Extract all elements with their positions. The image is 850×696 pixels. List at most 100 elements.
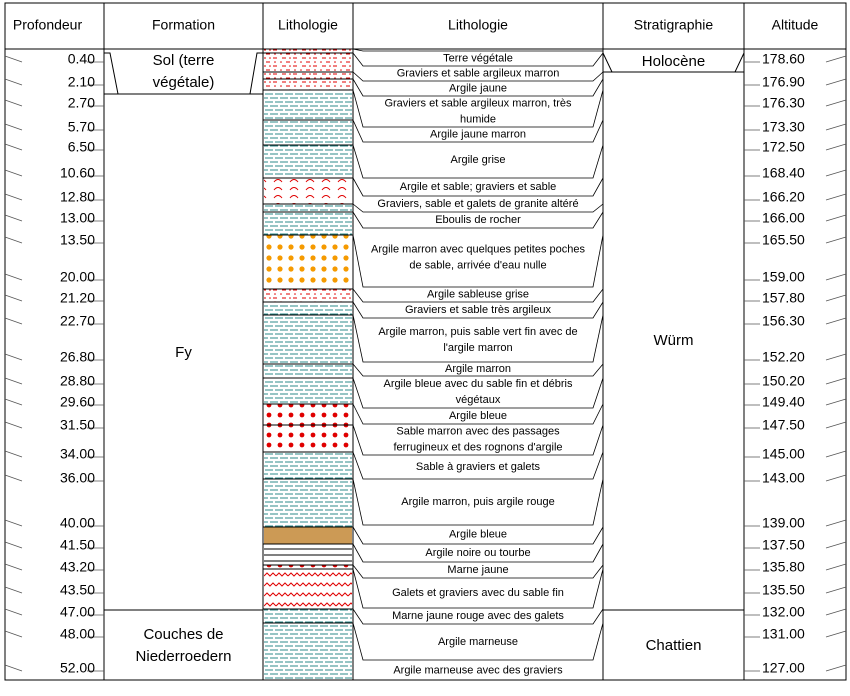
formation-label: Sol (terre [153, 52, 215, 69]
lithology-fill-5 [264, 90, 352, 120]
lithology-fill-2 [264, 53, 352, 72]
lithology-fill-3 [264, 72, 352, 79]
altitude-label: 131.00 [762, 626, 805, 642]
altitude-label: 176.90 [762, 74, 805, 90]
lithology-description: Argile marneuse avec des graviers [393, 664, 563, 676]
depth-label: 10.60 [60, 165, 95, 181]
description-connector [352, 478, 604, 526]
description-connector [352, 424, 604, 456]
depth-label: 40.00 [60, 515, 95, 531]
lithology-fill-15 [264, 364, 352, 378]
description-connector [352, 363, 604, 377]
altitude-label: 172.50 [762, 139, 805, 155]
lithology-description: végétaux [456, 394, 501, 406]
lithology-fill-21 [264, 527, 352, 544]
stratigraphy-label: Holocène [642, 53, 705, 70]
lithology-description: Argile bleue [449, 528, 507, 540]
lithology-fill-6 [264, 120, 352, 145]
altitude-label: 165.50 [762, 232, 805, 248]
lithology-fill-20 [264, 479, 352, 527]
lithology-description: Graviers et sable très argileux [405, 304, 552, 316]
formation-label: Niederroedern [136, 648, 232, 665]
lithology-description: Terre végétale [443, 52, 513, 64]
formation-label: végétale) [153, 74, 215, 91]
depth-label: 21.20 [60, 290, 95, 306]
depth-tick [4, 398, 104, 406]
depth-tick [4, 55, 104, 63]
lithology-description: Galets et graviers avec du sable fin [392, 587, 564, 599]
depth-label: 12.80 [60, 189, 95, 205]
altitude-label: 152.20 [762, 349, 805, 365]
description-connector [352, 78, 604, 97]
depth-label: 2.70 [68, 95, 95, 111]
depth-label: 6.50 [68, 139, 95, 155]
depth-tick [4, 78, 104, 86]
depth-tick [4, 608, 104, 616]
description-connector [352, 52, 604, 67]
depth-label: 13.00 [60, 210, 95, 226]
lithology-description: Sable à graviers et galets [416, 461, 541, 473]
depth-tick [4, 421, 104, 429]
description-connector [352, 564, 604, 579]
header-lithology-graphic: Lithologie [278, 17, 338, 33]
depth-tick [4, 294, 104, 302]
header-lithology-text: Lithologie [448, 17, 508, 33]
depth-tick [4, 664, 104, 672]
log-frame [4, 2, 847, 681]
description-connector [352, 526, 604, 545]
depth-label: 48.00 [60, 626, 95, 642]
altitude-label: 135.80 [762, 559, 805, 575]
lithology-fill-26 [264, 623, 352, 680]
lithology-description: Graviers et sable argileux marron, très [384, 97, 572, 109]
lithology-description: Argile marron, puis argile rouge [401, 496, 554, 508]
description-connector [352, 234, 604, 288]
depth-tick [4, 563, 104, 571]
formation-label: Fy [175, 344, 192, 361]
depth-label: 20.00 [60, 269, 95, 285]
altitude-tick [744, 563, 847, 571]
altitude-label: 150.20 [762, 373, 805, 389]
altitude-label: 176.30 [762, 95, 805, 111]
depth-tick [4, 541, 104, 549]
altitude-label: 139.00 [762, 515, 805, 531]
depth-label: 36.00 [60, 470, 95, 486]
stratigraphy-label: Chattien [646, 637, 702, 654]
description-connector [352, 89, 604, 128]
lithology-description: Argile marron, puis sable vert fin avec … [378, 326, 577, 338]
description-connector [352, 403, 604, 425]
depth-label: 26.80 [60, 349, 95, 365]
depth-tick [4, 99, 104, 107]
lithology-fill-9 [264, 204, 352, 212]
description-connector [352, 608, 604, 625]
header-stratigraphy: Stratigraphie [634, 17, 714, 33]
depth-label: 2.10 [68, 74, 95, 90]
depth-tick [4, 214, 104, 222]
depth-tick [4, 317, 104, 325]
description-connector [352, 314, 604, 363]
lithology-fill-18 [264, 425, 352, 452]
altitude-label: 156.30 [762, 313, 805, 329]
altitude-tick [744, 630, 847, 638]
lithology-fill-10 [264, 212, 352, 235]
altitude-tick [744, 450, 847, 458]
lithology-fill-17 [264, 404, 352, 425]
lithology-fill-22 [264, 544, 352, 565]
lithology-fill-7 [264, 145, 352, 178]
lithology-description: Argile jaune [449, 82, 507, 94]
lithology-description: Argile grise [450, 154, 505, 166]
lithology-description: l'argile marron [443, 342, 512, 354]
depth-label: 5.70 [68, 119, 95, 135]
lithology-description: Argile bleue avec du sable fin et débris [384, 378, 573, 390]
altitude-tick [744, 214, 847, 222]
depth-tick [4, 123, 104, 131]
lithology-description: Eboulis de rocher [435, 214, 521, 226]
lithology-description: Graviers, sable et galets de granite alt… [377, 198, 578, 210]
altitude-label: 149.40 [762, 394, 805, 410]
altitude-label: 168.40 [762, 165, 805, 181]
depth-label: 52.00 [60, 660, 95, 676]
header-altitude: Altitude [772, 17, 819, 33]
lithology-fill-12 [264, 289, 352, 302]
altitude-tick [744, 353, 847, 361]
altitude-tick [744, 377, 847, 385]
lithology-fill-1 [264, 49, 352, 53]
